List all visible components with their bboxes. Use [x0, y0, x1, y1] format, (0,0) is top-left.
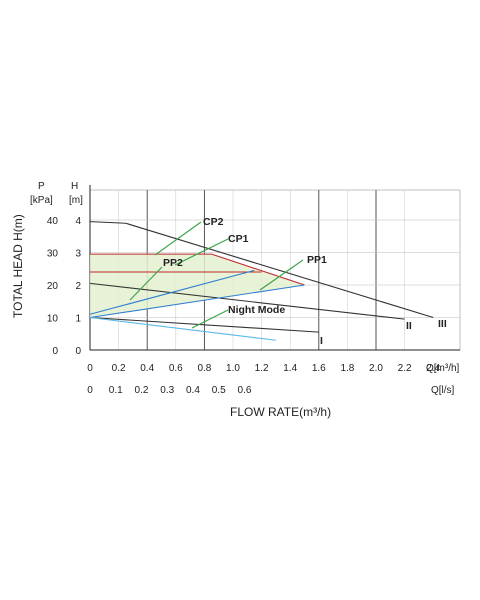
x-tick-label-ls: 0.1: [109, 385, 123, 396]
x-tick-label-ls: 0.4: [186, 385, 200, 396]
label-ii: II: [406, 320, 412, 332]
x-tick-label: 0.8: [197, 363, 211, 374]
label-cp2: CP2: [203, 216, 224, 228]
series-line-i: [89, 316, 319, 333]
x-tick-label-ls: 0.3: [160, 385, 174, 396]
y-tick-label-m: 2: [75, 281, 81, 292]
label-leader-line: [154, 221, 202, 256]
x-axis-title: FLOW RATE(m³/h): [230, 405, 331, 419]
x-tick-label: 1.8: [340, 363, 354, 374]
series: [89, 221, 434, 341]
series-line-iii: [89, 221, 434, 319]
label-leader-line: [129, 266, 163, 301]
label-leader-line: [191, 309, 229, 329]
series-line-ii: [89, 282, 405, 320]
x-unit-ls: Q[l/s]: [431, 385, 455, 396]
y-tick-label-kpa: 40: [47, 216, 59, 227]
label-leader-line: [174, 238, 229, 266]
series-line-pp1: [89, 284, 305, 319]
y-unit-kpa: [kPa]: [30, 195, 53, 206]
y-tick-label-m: 0: [75, 346, 81, 357]
tick-labels: 0 0.2 0.4 0.6 0.8 1.0 1.2 1.4 1.6 1.8 2.0 2.2 2.40 0.…: [47, 216, 441, 396]
x-tick-label: 1.6: [312, 363, 326, 374]
series-line-cp2: [90, 253, 305, 286]
y-symbol-h: H: [71, 181, 78, 192]
series-line-pp2: [89, 269, 255, 315]
x-tick-label-ls: 0.5: [212, 385, 226, 396]
x-tick-label: 1.4: [283, 363, 297, 374]
label-night-mode: Night Mode: [228, 304, 285, 316]
y-axis-title: TOTAL HEAD H(m): [11, 214, 25, 318]
y-tick-label-m: 3: [75, 249, 81, 260]
y-tick-label-kpa: 0: [52, 346, 58, 357]
y-tick-label-kpa: 10: [47, 314, 59, 325]
series-line-night-mode: [89, 316, 276, 341]
label-leader-line: [259, 259, 304, 291]
x-tick-label: 0.2: [112, 363, 126, 374]
x-tick-label: 2.0: [369, 363, 383, 374]
label-pp2: PP2: [163, 257, 183, 269]
x-tick-label: 1.2: [255, 363, 269, 374]
x-tick-label-ls: 0.2: [135, 385, 149, 396]
x-tick-label-ls: 0: [87, 385, 93, 396]
x-tick-label: 0.4: [140, 363, 154, 374]
y-symbol-p: P: [38, 181, 45, 192]
label-cp1: CP1: [228, 233, 249, 245]
x-tick-label-ls: 0.6: [237, 385, 251, 396]
label-iii: III: [438, 318, 447, 330]
x-tick-label: 0: [87, 363, 93, 374]
label-pp1: PP1: [307, 254, 327, 266]
x-tick-label: 2.4: [426, 363, 440, 374]
y-unit-m: [m]: [69, 195, 83, 206]
x-tick-label: 1.0: [226, 363, 240, 374]
x-unit-m3h: Q[m³/h]: [426, 363, 460, 374]
label-i: I: [320, 335, 323, 347]
y-tick-label-m: 4: [75, 216, 81, 227]
y-tick-label-m: 1: [75, 314, 81, 325]
x-tick-label: 2.2: [398, 363, 412, 374]
y-tick-label-kpa: 30: [47, 249, 59, 260]
x-tick-label: 0.6: [169, 363, 183, 374]
y-tick-label-kpa: 20: [47, 281, 59, 292]
